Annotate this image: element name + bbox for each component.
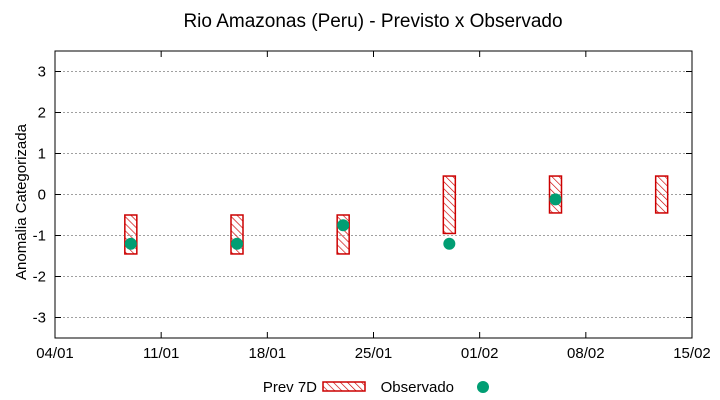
y-tick-label: 2 <box>38 105 46 122</box>
y-tick-label: -2 <box>33 269 46 286</box>
x-tick-label: 18/01 <box>249 345 287 362</box>
y-tick-label: 0 <box>38 187 46 204</box>
observed-series <box>124 193 562 250</box>
y-tick-label: -3 <box>33 310 46 327</box>
legend-observed-marker <box>477 381 489 393</box>
forecast-bar <box>654 175 669 214</box>
x-tick-label: 15/02 <box>673 345 711 362</box>
plot-frame <box>54 50 693 339</box>
x-tick-label: 01/02 <box>461 345 499 362</box>
y-tick-label: 1 <box>38 146 46 163</box>
y-axis-ticks: -3 -2 -1 0 1 2 3 <box>33 64 692 327</box>
x-axis-ticks: 04/01 11/01 18/01 25/01 01/02 08/02 15/02 <box>36 51 711 362</box>
y-axis-label: Anomalia Categorizada <box>13 123 30 280</box>
legend-forecast-swatch <box>322 381 366 392</box>
x-tick-label: 04/01 <box>36 345 74 362</box>
grid <box>55 71 692 318</box>
legend: Prev 7D Observado <box>263 379 489 396</box>
y-tick-label: 3 <box>38 64 46 81</box>
legend-observed-label: Observado <box>381 379 454 396</box>
observed-point <box>549 193 562 206</box>
x-tick-label: 25/01 <box>355 345 393 362</box>
x-tick-label: 08/02 <box>567 345 605 362</box>
forecast-bar <box>442 175 457 235</box>
chart-title: Rio Amazonas (Peru) - Previsto x Observa… <box>183 11 562 32</box>
observed-point <box>443 237 456 250</box>
observed-point <box>124 237 137 250</box>
observed-point <box>231 237 243 250</box>
legend-forecast-label: Prev 7D <box>263 379 317 396</box>
x-tick-label: 11/01 <box>143 345 179 362</box>
y-tick-label: -1 <box>33 228 46 245</box>
forecast-series <box>124 175 669 255</box>
observed-point <box>337 219 350 232</box>
